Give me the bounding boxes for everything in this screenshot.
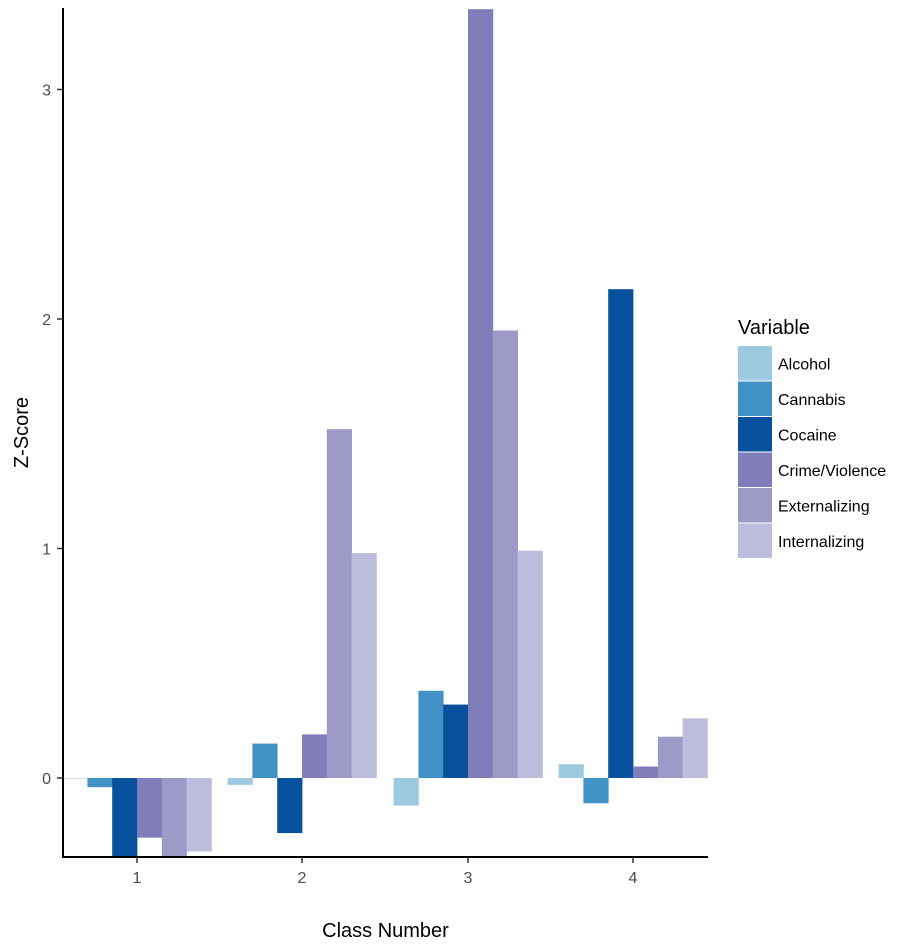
bar-crime-violence-class-4	[633, 766, 659, 778]
axes-layer	[57, 8, 708, 863]
bar-internalizing-class-2	[351, 553, 377, 778]
x-tick-label: 2	[298, 870, 307, 887]
x-tick-label: 3	[464, 870, 473, 887]
legend-swatch-externalizing	[738, 488, 772, 523]
bar-cocaine-class-4	[608, 289, 634, 778]
bar-externalizing-class-1	[161, 778, 187, 857]
bar-crime-violence-class-1	[137, 778, 163, 838]
bar-cannabis-class-2	[252, 743, 278, 778]
bar-alcohol-class-3	[393, 778, 419, 806]
bar-cocaine-class-3	[443, 704, 469, 778]
labels-layer: 0 1 2 3 1 2 3 4 Class Number Z-Score	[11, 83, 638, 943]
y-tick-label: 0	[42, 771, 51, 788]
legend-label-internalizing: Internalizing	[778, 534, 864, 551]
y-tick-label: 3	[42, 83, 51, 100]
y-tick-label: 2	[42, 312, 51, 329]
bar-crime-violence-class-3	[468, 9, 494, 779]
bar-alcohol-class-4	[558, 764, 584, 778]
legend-label-cocaine: Cocaine	[778, 427, 837, 444]
y-tick-label: 1	[42, 542, 51, 559]
legend-label-crime-violence: Crime/Violence	[778, 463, 886, 480]
bar-alcohol-class-1	[63, 778, 88, 779]
bar-externalizing-class-2	[326, 429, 352, 778]
bar-internalizing-class-4	[682, 718, 708, 778]
bars-layer	[63, 9, 708, 857]
legend-swatch-crime-violence	[738, 452, 772, 487]
legend-label-alcohol: Alcohol	[778, 356, 830, 373]
x-axis-title: Class Number	[322, 920, 449, 942]
bar-externalizing-class-4	[657, 736, 683, 778]
bar-cannabis-class-4	[583, 778, 609, 804]
bar-cannabis-class-1	[87, 778, 113, 788]
legend-swatch-cannabis	[738, 381, 772, 416]
bar-alcohol-class-2	[227, 778, 253, 785]
bar-internalizing-class-3	[517, 550, 543, 778]
legend-label-externalizing: Externalizing	[778, 498, 870, 515]
bar-crime-violence-class-2	[302, 734, 328, 778]
bar-cocaine-class-1	[112, 778, 138, 857]
x-tick-label: 1	[133, 870, 142, 887]
bar-externalizing-class-3	[492, 330, 518, 778]
legend: Variable Alcohol Cannabis Cocaine Crime/Viol…	[738, 317, 886, 558]
legend-label-cannabis: Cannabis	[778, 392, 846, 409]
legend-title: Variable	[738, 317, 810, 339]
bar-cocaine-class-2	[277, 778, 303, 834]
legend-swatch-internalizing	[738, 523, 772, 558]
x-tick-label: 4	[629, 870, 638, 887]
bar-internalizing-class-1	[186, 778, 212, 852]
legend-swatch-alcohol	[738, 346, 772, 381]
bar-cannabis-class-3	[418, 690, 444, 778]
y-axis-title: Z-Score	[11, 397, 33, 468]
legend-swatch-cocaine	[738, 417, 772, 452]
